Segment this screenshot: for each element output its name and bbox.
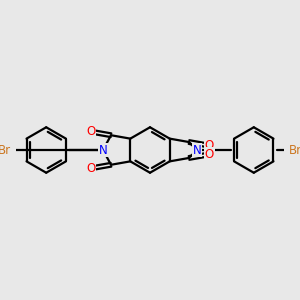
Text: N: N <box>99 143 107 157</box>
Text: Br: Br <box>0 143 11 157</box>
Text: O: O <box>205 148 214 161</box>
Text: Br: Br <box>289 143 300 157</box>
Text: O: O <box>86 125 95 138</box>
Text: N: N <box>193 143 201 157</box>
Text: O: O <box>86 162 95 175</box>
Text: O: O <box>205 139 214 152</box>
